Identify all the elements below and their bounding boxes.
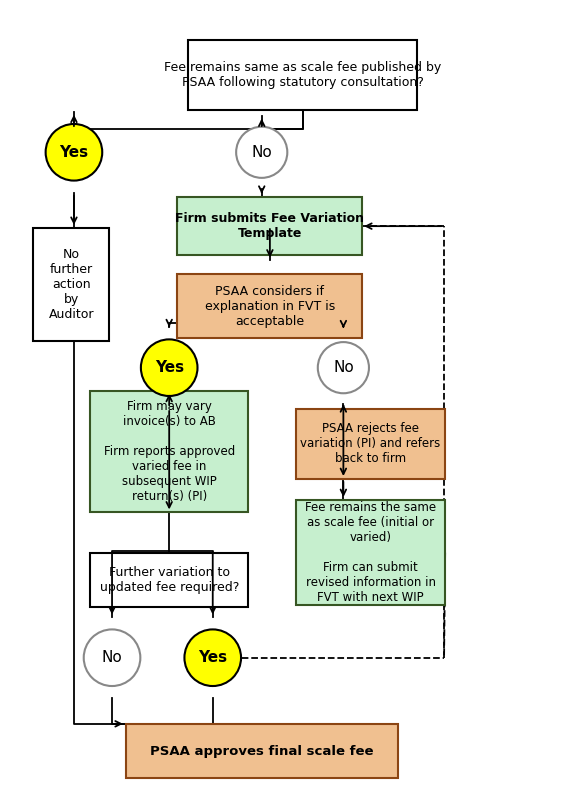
Ellipse shape (184, 629, 241, 686)
FancyBboxPatch shape (33, 228, 109, 341)
FancyBboxPatch shape (177, 197, 362, 255)
FancyBboxPatch shape (126, 724, 398, 778)
Text: Firm may vary
invoice(s) to AB

Firm reports approved
varied fee in
subsequent W: Firm may vary invoice(s) to AB Firm repo… (104, 400, 235, 503)
Text: Fee remains the same
as scale fee (initial or
varied)

Firm can submit
revised i: Fee remains the same as scale fee (initi… (305, 501, 436, 604)
Ellipse shape (236, 126, 287, 178)
Text: Fee remains same as scale fee published by
PSAA following statutory consultation: Fee remains same as scale fee published … (164, 61, 441, 88)
Ellipse shape (318, 342, 369, 394)
Text: No: No (101, 650, 122, 665)
FancyBboxPatch shape (296, 409, 446, 479)
Ellipse shape (45, 124, 102, 181)
Ellipse shape (84, 629, 141, 686)
Text: No: No (333, 360, 354, 375)
Text: Further variation to
updated fee required?: Further variation to updated fee require… (99, 566, 239, 594)
Text: PSAA approves final scale fee: PSAA approves final scale fee (150, 744, 374, 757)
FancyBboxPatch shape (177, 275, 362, 338)
Text: Yes: Yes (198, 650, 227, 665)
FancyBboxPatch shape (188, 40, 417, 109)
Text: PSAA considers if
explanation in FVT is
acceptable: PSAA considers if explanation in FVT is … (205, 285, 335, 328)
FancyBboxPatch shape (90, 391, 248, 512)
Text: Yes: Yes (155, 360, 184, 375)
Text: Firm submits Fee Variation
Template: Firm submits Fee Variation Template (175, 212, 365, 240)
Ellipse shape (141, 339, 197, 396)
Text: No
further
action
by
Auditor: No further action by Auditor (48, 248, 94, 321)
Text: PSAA rejects fee
variation (PI) and refers
back to firm: PSAA rejects fee variation (PI) and refe… (301, 422, 441, 466)
FancyBboxPatch shape (90, 552, 248, 608)
Text: No: No (251, 145, 272, 160)
Text: Yes: Yes (60, 145, 88, 160)
FancyBboxPatch shape (296, 501, 446, 605)
